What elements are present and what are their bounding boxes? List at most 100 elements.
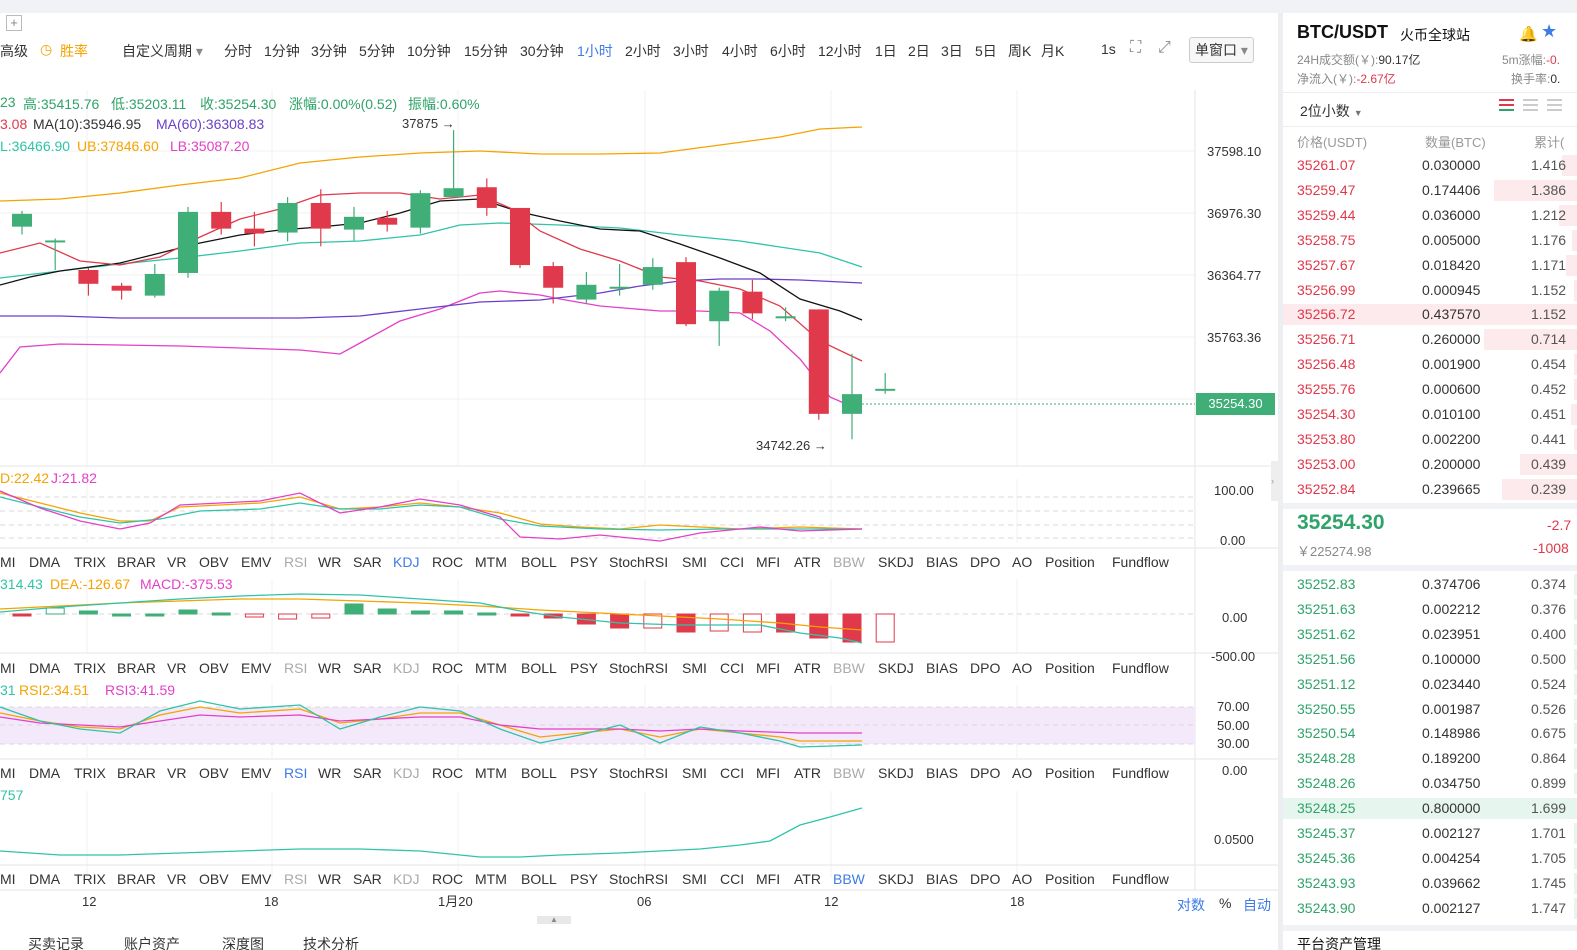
indicator-tab[interactable]: DPO [970, 871, 1001, 887]
indicator-tab[interactable]: MFI [756, 660, 781, 676]
candle[interactable] [277, 197, 298, 242]
ask-row[interactable]: 35256.72 0.437570 1.152 [1283, 302, 1577, 326]
indicator-tab[interactable]: WR [318, 660, 342, 676]
indicator-tab[interactable]: OBV [199, 660, 229, 676]
indicator-tab[interactable]: BBW [833, 765, 865, 781]
view-bids-icon[interactable] [1547, 99, 1562, 114]
ask-row[interactable]: 35257.67 0.018420 1.171 [1283, 253, 1577, 277]
indicator-tab[interactable]: Fundflow [1112, 765, 1169, 781]
indicator-tab[interactable]: RSI [284, 765, 308, 781]
bid-row[interactable]: 35251.63 0.002212 0.376 [1283, 597, 1577, 621]
candle[interactable] [808, 309, 829, 420]
indicator-tab[interactable]: MI [0, 871, 16, 887]
candle[interactable] [476, 178, 497, 216]
period-tab[interactable]: 4小时 [722, 43, 758, 59]
indicator-tab[interactable]: Fundflow [1112, 660, 1169, 676]
view-both-icon[interactable] [1499, 99, 1514, 114]
indicator-tab[interactable]: PSY [570, 554, 599, 570]
indicator-tab[interactable]: SAR [353, 765, 382, 781]
indicator-tab[interactable]: SKDJ [878, 765, 914, 781]
ask-row[interactable]: 35258.75 0.005000 1.176 [1283, 228, 1577, 252]
bottom-tab[interactable]: 账户资产 [124, 936, 180, 950]
ask-row[interactable]: 35253.80 0.002200 0.441 [1283, 427, 1577, 451]
indicator-tab[interactable]: Position [1045, 765, 1095, 781]
indicator-tab[interactable]: SMI [682, 765, 707, 781]
candle[interactable] [609, 264, 630, 296]
indicator-tab[interactable]: SKDJ [878, 660, 914, 676]
indicator-tab[interactable]: ROC [432, 871, 464, 887]
indicator-tab[interactable]: StochRSI [609, 660, 669, 676]
ask-row[interactable]: 35256.48 0.001900 0.454 [1283, 352, 1577, 376]
collapse-handle[interactable]: ▲ [537, 916, 571, 924]
candle[interactable] [709, 287, 730, 346]
indicator-tab[interactable]: TRIX [74, 871, 106, 887]
collapse-side-handle[interactable]: › [1271, 461, 1278, 501]
indicator-tab[interactable]: StochRSI [609, 554, 669, 570]
bid-row[interactable]: 35243.90 0.002127 1.747 [1283, 896, 1577, 920]
indicator-tab[interactable]: EMV [241, 871, 272, 887]
ask-row[interactable]: 35256.71 0.260000 0.714 [1283, 327, 1577, 351]
indicator-tab[interactable]: MTM [475, 765, 507, 781]
candle[interactable] [875, 372, 896, 394]
bid-row[interactable]: 35250.55 0.001987 0.526 [1283, 697, 1577, 721]
indicator-tab[interactable]: MFI [756, 554, 781, 570]
indicator-tab[interactable]: RSI [284, 871, 308, 887]
indicator-tab[interactable]: CCI [720, 871, 745, 887]
indicator-tab[interactable]: BRAR [117, 871, 156, 887]
indicator-tab[interactable]: Fundflow [1112, 554, 1169, 570]
period-tab[interactable]: 3日 [941, 43, 963, 59]
bid-row[interactable]: 35248.25 0.800000 1.699 [1283, 796, 1577, 820]
indicator-tab[interactable]: BOLL [521, 554, 557, 570]
indicator-tab[interactable]: BBW [833, 871, 865, 887]
percent-scale-toggle[interactable]: % [1219, 895, 1232, 911]
bottom-tab[interactable]: 买卖记录 [28, 936, 84, 950]
indicator-tab[interactable]: DMA [29, 554, 61, 570]
period-tab[interactable]: 15分钟 [464, 43, 508, 59]
indicator-tab[interactable]: OBV [199, 871, 229, 887]
indicator-tab[interactable]: BOLL [521, 765, 557, 781]
indicator-tab[interactable]: MI [0, 660, 16, 676]
period-tab[interactable]: 12小时 [818, 43, 862, 59]
indicator-tab[interactable]: SAR [353, 554, 382, 570]
indicator-tab[interactable]: BOLL [521, 871, 557, 887]
indicator-tab[interactable]: RSI [284, 660, 308, 676]
bottom-tab[interactable]: 技术分析 [303, 936, 359, 950]
add-tab-icon[interactable]: + [6, 15, 22, 31]
indicator-tab[interactable]: VR [167, 871, 187, 887]
interval-label[interactable]: 1s [1101, 41, 1116, 57]
indicator-tab[interactable]: OBV [199, 554, 229, 570]
indicator-tab[interactable]: OBV [199, 765, 229, 781]
indicator-tab[interactable]: DMA [29, 871, 61, 887]
period-tab[interactable]: 月K [1041, 43, 1065, 59]
indicator-tab[interactable]: BRAR [117, 765, 156, 781]
period-tab[interactable]: 3分钟 [311, 43, 347, 59]
indicator-tab[interactable]: SKDJ [878, 554, 914, 570]
indicator-tab[interactable]: StochRSI [609, 871, 669, 887]
candle[interactable] [12, 210, 32, 235]
bid-row[interactable]: 35250.54 0.148986 0.675 [1283, 721, 1577, 745]
indicator-tab[interactable]: Position [1045, 871, 1095, 887]
candle[interactable] [676, 257, 696, 327]
indicator-tab[interactable]: MTM [475, 660, 507, 676]
period-tab[interactable]: 2日 [908, 43, 930, 59]
indicator-tab[interactable]: ATR [794, 660, 821, 676]
log-scale-toggle[interactable]: 对数 [1177, 897, 1205, 913]
candle[interactable] [642, 258, 663, 290]
indicator-tab[interactable]: BIAS [926, 554, 958, 570]
candle[interactable] [78, 268, 99, 296]
panel-divider[interactable] [1278, 13, 1283, 950]
indicator-tab[interactable]: BIAS [926, 871, 958, 887]
candle[interactable] [576, 271, 597, 304]
indicator-tab[interactable]: ROC [432, 554, 464, 570]
indicator-tab[interactable]: EMV [241, 765, 272, 781]
candle[interactable] [377, 210, 398, 232]
ask-row[interactable]: 35259.47 0.174406 1.386 [1283, 178, 1577, 202]
indicator-tab[interactable]: CCI [720, 660, 745, 676]
indicator-tab[interactable]: EMV [241, 660, 272, 676]
bid-row[interactable]: 35252.83 0.374706 0.374 [1283, 572, 1577, 596]
indicator-tab[interactable]: AO [1012, 871, 1033, 887]
period-tab[interactable]: 1日 [875, 43, 897, 59]
indicator-tab[interactable]: VR [167, 554, 187, 570]
star-icon[interactable]: ★ [1541, 21, 1558, 41]
candle[interactable] [510, 207, 530, 269]
